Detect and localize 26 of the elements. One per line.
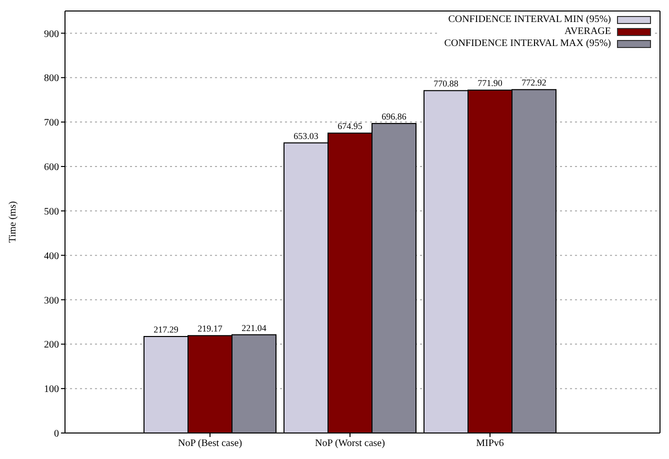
y-tick-label: 500 (44, 206, 59, 218)
data-label: 219.17 (198, 324, 223, 334)
legend-label: CONFIDENCE INTERVAL MAX (95%) (444, 38, 611, 50)
legend-label: CONFIDENCE INTERVAL MIN (95%) (448, 14, 611, 26)
y-tick-label: 800 (44, 73, 59, 84)
x-tick-label: NoP (Best case) (178, 438, 242, 450)
y-axis-title: Time (ms) (8, 201, 19, 243)
data-label: 771.90 (478, 78, 503, 88)
y-tick-label: 700 (44, 118, 59, 129)
y-tick-label: 400 (44, 250, 59, 262)
data-label: 217.29 (154, 324, 179, 334)
data-label: 770.88 (434, 78, 459, 89)
y-tick-label: 0 (54, 428, 59, 440)
y-tick-label: 300 (44, 295, 59, 306)
x-tick-label: NoP (Worst case) (315, 438, 385, 450)
data-label: 653.03 (294, 130, 319, 141)
y-tick-label: 600 (44, 162, 59, 174)
legend-label: AVERAGE (564, 26, 611, 38)
y-tick-label: 200 (44, 340, 59, 351)
y-tick-label: 900 (44, 28, 59, 40)
x-tick-label: MIPv6 (476, 438, 504, 450)
data-label: 221.04 (242, 322, 267, 333)
data-label: 696.86 (382, 111, 407, 122)
y-tick-label: 100 (44, 384, 59, 396)
data-label: 772.92 (522, 78, 546, 88)
data-label: 674.95 (338, 121, 363, 132)
